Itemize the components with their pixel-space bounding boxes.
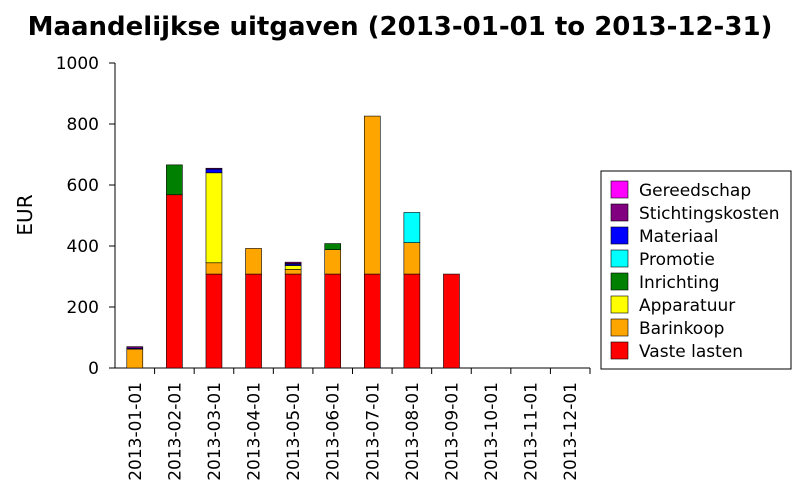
x-tick-label: 2013-01-01	[126, 382, 146, 481]
bar-segment	[205, 262, 223, 275]
bar-segment	[284, 265, 302, 270]
legend-box	[600, 170, 792, 370]
bar-segment	[126, 348, 144, 369]
bar-segment	[245, 273, 262, 369]
legend-swatch	[610, 272, 629, 291]
legend-entry: Inrichting	[639, 273, 720, 293]
bar-segment	[205, 172, 223, 264]
legend-entry: Promotie	[639, 250, 715, 270]
y-tick-label: 200	[67, 298, 99, 318]
x-tick-label: 2013-05-01	[284, 382, 304, 481]
bar-segment	[245, 248, 262, 275]
x-tick-label: 2013-09-01	[442, 382, 462, 481]
y-tick-label: 0	[88, 359, 99, 379]
bar-segment	[443, 273, 460, 369]
x-tick-label: 2013-06-01	[324, 382, 344, 481]
y-tick-label: 1000	[56, 54, 99, 74]
bar-segment	[284, 261, 302, 264]
plot-area: 0 200 400 600 800 1000 2013-01-01 2013-02-01 201…	[56, 54, 591, 481]
y-tick-label: 400	[67, 237, 99, 257]
bar-segment	[403, 273, 421, 369]
bar-segment	[363, 115, 381, 275]
bar-segment	[324, 273, 342, 369]
bar-segment	[126, 346, 144, 349]
bar-segment	[205, 273, 223, 369]
bar-segment	[166, 194, 183, 369]
x-tick-label: 2013-12-01	[561, 382, 581, 481]
x-tick-label: 2013-10-01	[482, 382, 502, 481]
x-tick-label: 2013-04-01	[245, 382, 265, 481]
legend-entry: Vaste lasten	[639, 342, 743, 362]
chart-title: Maandelijkse uitgaven (2013-01-01 to 201…	[28, 12, 773, 42]
legend-swatch	[610, 180, 629, 199]
legend-entry: Gereedschap	[639, 181, 751, 201]
legend-entry: Apparatuur	[639, 296, 735, 316]
x-tick-label: 2013-08-01	[403, 382, 423, 481]
bar-segment	[363, 273, 381, 369]
legend-entry: Stichtingskosten	[639, 204, 780, 224]
x-tick-label: 2013-03-01	[205, 382, 225, 481]
bar-segment	[284, 269, 302, 275]
bar-segment	[324, 243, 342, 250]
legend-entry: Barinkoop	[639, 319, 724, 339]
legend-swatch	[610, 318, 629, 337]
bar-segment	[403, 212, 421, 243]
bar-segment	[324, 249, 342, 275]
legend-swatch	[610, 341, 629, 360]
legend-swatch	[610, 295, 629, 314]
y-tick-label: 600	[67, 176, 99, 196]
legend-swatch	[610, 226, 629, 245]
bar-segment	[205, 168, 223, 174]
x-tick-label: 2013-11-01	[522, 382, 542, 481]
legend-swatch	[610, 203, 629, 222]
bar-segment	[205, 167, 223, 170]
legend: Gereedschap Stichtingskosten Materiaal Prom…	[600, 170, 792, 370]
bar-segment	[284, 273, 302, 369]
bar-segment	[403, 242, 421, 275]
bar-segment	[166, 164, 183, 196]
legend-entry: Materiaal	[639, 227, 718, 247]
y-axis-label: EUR	[13, 194, 37, 235]
y-tick-label: 800	[67, 115, 99, 135]
x-tick-label: 2013-02-01	[165, 382, 185, 481]
legend-swatch	[610, 249, 629, 268]
x-tick-label: 2013-07-01	[363, 382, 383, 481]
